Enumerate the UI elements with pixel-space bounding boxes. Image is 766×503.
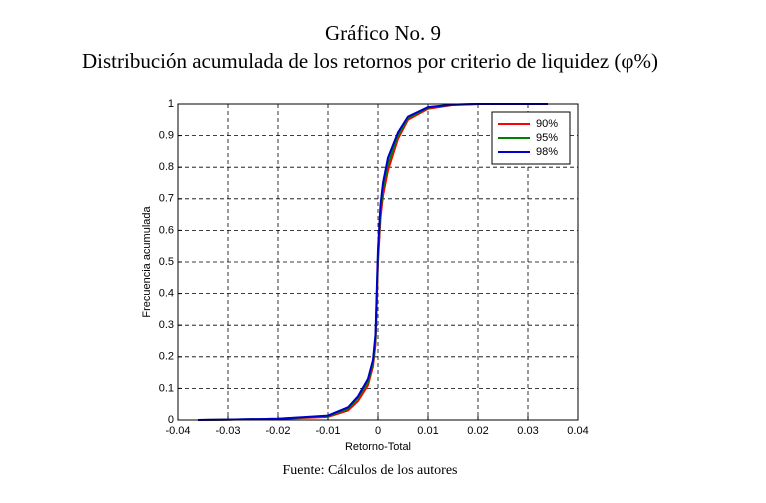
y-tick-label: 0.7 — [159, 193, 174, 205]
legend: 90% 95% 98% — [491, 111, 571, 165]
x-tick-label: -0.04 — [165, 425, 190, 437]
x-tick-label: 0.03 — [517, 425, 538, 437]
x-axis-label: Retorno-Total — [345, 441, 411, 453]
y-tick-label: 0.1 — [159, 382, 174, 394]
y-tick-label: 0.8 — [159, 161, 174, 173]
x-tick-label: -0.03 — [215, 425, 240, 437]
y-tick-label: 0.6 — [159, 224, 174, 236]
source-note: Fuente: Cálculos de los autores — [283, 463, 458, 478]
x-tick-label: -0.02 — [265, 425, 290, 437]
plot-frame — [177, 103, 579, 421]
x-tick-label: 0.02 — [467, 425, 488, 437]
y-tick-label: 0.3 — [159, 319, 174, 331]
y-tick-label: 0.5 — [159, 256, 174, 268]
x-tick-label: 0.01 — [417, 425, 438, 437]
chart-title: Gráfico No. 9 — [325, 21, 441, 45]
series-line — [197, 103, 548, 421]
legend-label: 90% — [536, 118, 558, 130]
y-tick-label: 0 — [168, 414, 174, 426]
y-tick-label: 1 — [168, 98, 174, 110]
y-tick-label: 0.4 — [159, 288, 174, 300]
y-axis-label: Frecuencia acumulada — [141, 205, 153, 317]
legend-label: 98% — [536, 146, 558, 158]
x-tick-label: -0.01 — [315, 425, 340, 437]
y-tick-label: 0.9 — [159, 130, 174, 142]
legend-box — [491, 111, 571, 165]
legend-label: 95% — [536, 132, 558, 144]
x-tick-label: 0.04 — [567, 425, 588, 437]
y-tick-label: 0.2 — [159, 351, 174, 363]
x-tick-label: 0 — [375, 425, 381, 437]
chart-subtitle: Distribución acumulada de los retornos p… — [82, 49, 658, 73]
